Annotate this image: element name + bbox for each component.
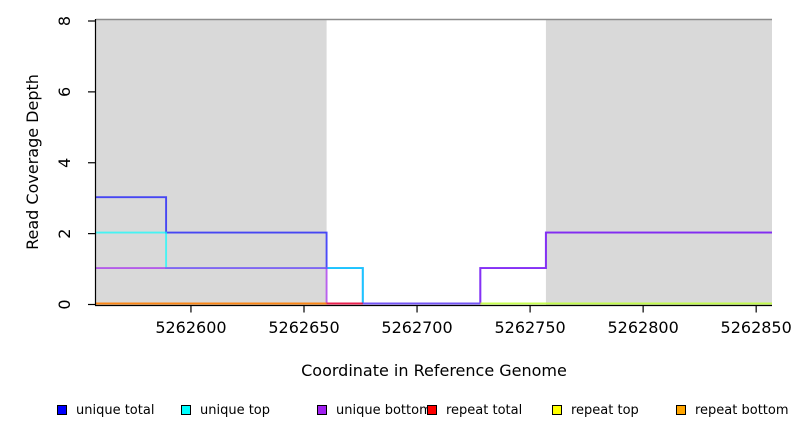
repeat-region [96, 20, 327, 306]
legend-swatch [427, 405, 437, 415]
legend-item-unique-total: unique total [57, 401, 154, 419]
legend-swatch [552, 405, 562, 415]
x-tick-label: 5262800 [607, 318, 678, 337]
y-tick-label: 8 [55, 16, 74, 26]
legend-label: repeat bottom [695, 402, 789, 418]
legend-label: repeat total [446, 402, 523, 418]
legend-swatch [317, 405, 327, 415]
legend-item-unique-top: unique top [181, 401, 270, 419]
x-tick-label: 5262650 [268, 318, 339, 337]
y-tick-label: 4 [55, 158, 74, 168]
axes-layer: 0 2 4 6 8 5262600 5262650 5262700 5262750 5262800… [55, 16, 792, 337]
legend-label: unique bottom [336, 402, 432, 418]
plot-svg: 0 2 4 6 8 5262600 5262650 5262700 5262750 5262800… [23, 16, 792, 380]
legend-swatch [181, 405, 191, 415]
x-tick-label: 5262850 [721, 318, 792, 337]
legend-swatch [676, 405, 686, 415]
legend-item-unique-bottom: unique bottom [317, 401, 432, 419]
series-lines-layer [96, 196, 772, 305]
legend-item-repeat-bottom: repeat bottom [676, 401, 789, 419]
legend-item-repeat-top: repeat top [552, 401, 639, 419]
legend-swatch [57, 405, 67, 415]
legend: unique total unique top unique bottom repea… [0, 401, 792, 423]
x-tick-label: 5262750 [494, 318, 565, 337]
repeat-region [545, 20, 772, 306]
repeat-regions-layer [96, 18, 772, 306]
y-tick-label: 2 [55, 229, 74, 239]
legend-item-repeat-total: repeat total [427, 401, 522, 419]
y-tick-label: 0 [55, 299, 74, 309]
legend-label: repeat top [571, 402, 639, 418]
y-tick-label: 6 [55, 87, 74, 97]
series-unique-bottom [96, 231, 772, 305]
x-axis-title: Coordinate in Reference Genome [301, 361, 567, 380]
legend-label: unique top [200, 402, 271, 418]
y-axis-title: Read Coverage Depth [23, 74, 42, 250]
legend-label: unique total [76, 402, 155, 418]
x-tick-label: 5262700 [381, 318, 452, 337]
x-tick-label: 5262600 [155, 318, 226, 337]
